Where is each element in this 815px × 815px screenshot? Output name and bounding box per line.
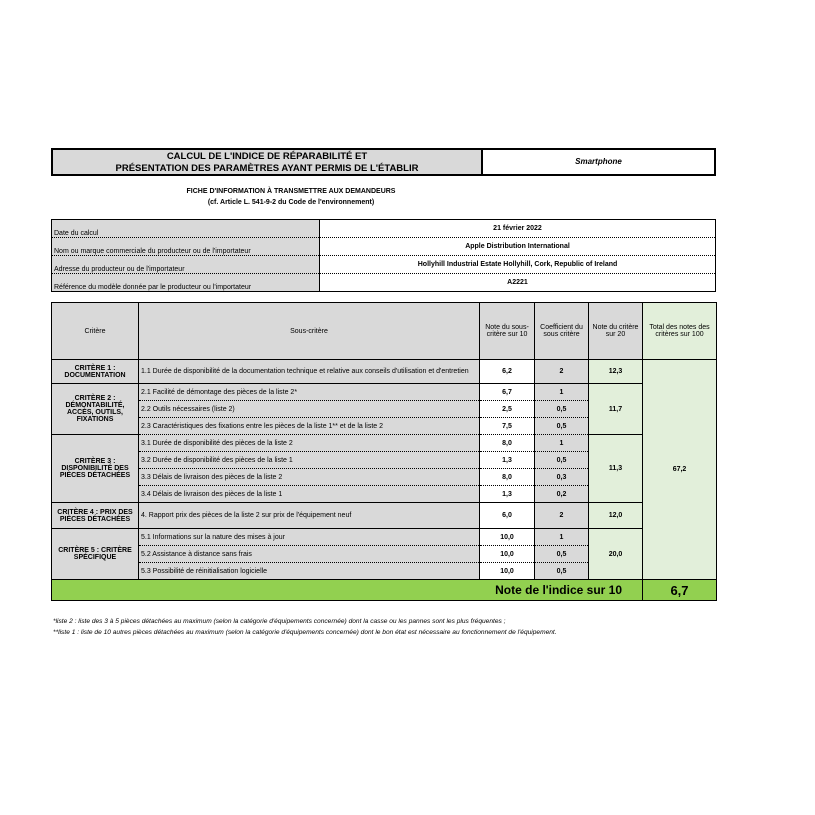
fiche-line-2: (cf. Article L. 541-9-2 du Code de l'env…	[207, 199, 375, 206]
fiche-subtitle: FICHE D'INFORMATION À TRANSMETTRE AUX DE…	[51, 186, 531, 208]
header-row: Critère Sous-critère Note du sous-critèr…	[51, 302, 717, 360]
subcriterion-coef: 1	[534, 528, 589, 546]
subcriterion-note: 6,0	[479, 502, 535, 529]
subcriterion-coef: 2	[534, 359, 589, 384]
criterion-score: 20,0	[588, 528, 643, 580]
subcriterion-note: 6,2	[479, 359, 535, 384]
subcriterion-note: 7,5	[479, 417, 535, 435]
info-label: Date du calcul	[51, 219, 320, 238]
subcriterion-row: 3.4 Délais de livraison des pièces de la…	[52, 485, 717, 503]
subcriterion-coef: 0,5	[534, 451, 589, 469]
subcriterion-row: CRITÈRE 1 : DOCUMENTATION 1.1 Durée de di…	[51, 359, 717, 580]
subcriterion-label: 2.1 Facilité de démontage des pièces de …	[138, 383, 480, 401]
info-value: A2221	[319, 273, 716, 292]
subcriterion-coef: 0,5	[534, 562, 589, 580]
info-label: Adresse du producteur ou de l'importateu…	[51, 255, 320, 274]
info-value: 21 février 2022	[319, 219, 716, 238]
subcriterion-coef: 1	[534, 434, 589, 452]
info-value: Apple Distribution International	[319, 237, 716, 256]
criterion-name: CRITÈRE 3 : DISPONIBILITÉ DES PIÈCES DÉT…	[51, 434, 139, 503]
criterion-name: CRITÈRE 4 : PRIX DES PIÈCES DÉTACHÉES	[51, 502, 139, 529]
subcriterion-label: 4. Rapport prix des pièces de la liste 2…	[138, 502, 480, 529]
header-note-critere: Note du critère sur 20	[588, 302, 643, 360]
header-note-sous: Note du sous-critère sur 10	[479, 302, 535, 360]
title-box: CALCUL DE L'INDICE DE RÉPARABILITÉ ET PRÉ…	[51, 148, 716, 176]
subcriterion-row: CRITÈRE 3 : DISPONIBILITÉ DES PIÈCES DÉT…	[51, 434, 717, 503]
header-coef: Coefficient du sous critère	[534, 302, 589, 360]
subcriterion-note: 6,7	[479, 383, 535, 401]
info-value: Hollyhill Industrial Estate Hollyhill, C…	[319, 255, 716, 274]
final-score: 6,7	[642, 579, 717, 601]
subcriterion-note: 1,3	[479, 485, 535, 503]
document-title: CALCUL DE L'INDICE DE RÉPARABILITÉ ET PRÉ…	[53, 150, 483, 174]
subcriterion-row: CRITÈRE 5 : CRITÈRE SPÉCIFIQUE 5.1 Inform…	[51, 528, 717, 580]
criterion-name: CRITÈRE 1 : DOCUMENTATION	[51, 359, 139, 384]
title-line-1: CALCUL DE L'INDICE DE RÉPARABILITÉ ET	[166, 151, 368, 162]
subcriterion-label: 5.1 Informations sur la nature des mises…	[138, 528, 480, 546]
final-row: Note de l'indice sur 10 6,7	[51, 579, 717, 601]
criterion-score: 11,7	[588, 383, 643, 435]
criterion-score: 11,3	[588, 434, 643, 503]
subcriterion-label: 3.3 Délais de livraison des pièces de la…	[138, 468, 480, 486]
info-row: Adresse du producteur ou de l'importateu…	[51, 255, 716, 274]
footnote-2: **liste 1 : liste de 10 autres pièces dé…	[53, 629, 557, 636]
info-row: Nom ou marque commerciale du producteur …	[51, 237, 716, 256]
info-row: Référence du modèle donnée par le produc…	[51, 273, 716, 292]
total-score: 67,2	[642, 359, 717, 580]
fiche-line-1: FICHE D'INFORMATION À TRANSMETTRE AUX DE…	[186, 188, 396, 195]
info-row: Date du calcul 21 février 2022	[51, 219, 716, 238]
subcriterion-row: 3.2 Durée de disponibilité des pièces de…	[52, 451, 717, 469]
subcriterion-note: 8,0	[479, 434, 535, 452]
subcriterion-note: 1,3	[479, 451, 535, 469]
subcriterion-label: 3.1 Durée de disponibilité des pièces de…	[138, 434, 480, 452]
info-label: Nom ou marque commerciale du producteur …	[51, 237, 320, 256]
subcriterion-label: 3.2 Durée de disponibilité des pièces de…	[138, 451, 480, 469]
criterion-name: CRITÈRE 2 : DÉMONTABILITÉ, ACCÈS, OUTILS…	[51, 383, 139, 435]
score-table: Critère Sous-critère Note du sous-critèr…	[51, 302, 717, 601]
subcriterion-coef: 1	[534, 383, 589, 401]
subcriterion-row: CRITÈRE 2 : DÉMONTABILITÉ, ACCÈS, OUTILS…	[51, 383, 717, 435]
subcriterion-coef: 2	[534, 502, 589, 529]
subcriterion-label: 5.3 Possibilité de réinitialisation logi…	[138, 562, 480, 580]
title-line-2: PRÉSENTATION DES PARAMÈTRES AYANT PERMIS…	[115, 163, 419, 174]
product-category: Smartphone	[575, 157, 622, 166]
subcriterion-label: 1.1 Durée de disponibilité de la documen…	[138, 359, 480, 384]
subcriterion-row: 5.2 Assistance à distance sans frais 10,0…	[52, 545, 717, 563]
subcriterion-note: 10,0	[479, 562, 535, 580]
header-critere: Critère	[51, 302, 139, 360]
subcriterion-row: 5.3 Possibilité de réinitialisation logi…	[52, 562, 717, 580]
criterion-score: 12,0	[588, 502, 643, 529]
header-total: Total des notes des critères sur 100	[642, 302, 717, 360]
subcriterion-label: 2.2 Outils nécessaires (liste 2)	[138, 400, 480, 418]
subcriterion-row: 2.2 Outils nécessaires (liste 2) 2,5 0,5	[52, 400, 717, 418]
criterion-score: 12,3	[588, 359, 643, 384]
subcriterion-note: 2,5	[479, 400, 535, 418]
subcriterion-row: CRITÈRE 4 : PRIX DES PIÈCES DÉTACHÉES 4. …	[51, 502, 717, 529]
subcriterion-note: 10,0	[479, 545, 535, 563]
header-sous-critere: Sous-critère	[138, 302, 480, 360]
final-label: Note de l'indice sur 10	[51, 579, 643, 601]
subcriterion-coef: 0,5	[534, 400, 589, 418]
subcriterion-note: 8,0	[479, 468, 535, 486]
info-label: Référence du modèle donnée par le produc…	[51, 273, 320, 292]
criterion-name: CRITÈRE 5 : CRITÈRE SPÉCIFIQUE	[51, 528, 139, 580]
subcriterion-coef: 0,3	[534, 468, 589, 486]
subcriterion-coef: 0,5	[534, 417, 589, 435]
subcriterion-label: 3.4 Délais de livraison des pièces de la…	[138, 485, 480, 503]
info-table: Date du calcul 21 février 2022 Nom ou marq…	[51, 219, 716, 292]
subcriterion-label: 2.3 Caractéristiques des fixations entre…	[138, 417, 480, 435]
footnote-1: *liste 2 : liste des 3 à 5 pièces détach…	[53, 618, 506, 625]
subcriterion-coef: 0,5	[534, 545, 589, 563]
subcriterion-label: 5.2 Assistance à distance sans frais	[138, 545, 480, 563]
subcriterion-row: 3.3 Délais de livraison des pièces de la…	[52, 468, 717, 486]
subcriterion-row: 2.3 Caractéristiques des fixations entre…	[52, 417, 717, 435]
subcriterion-coef: 0,2	[534, 485, 589, 503]
subcriterion-note: 10,0	[479, 528, 535, 546]
